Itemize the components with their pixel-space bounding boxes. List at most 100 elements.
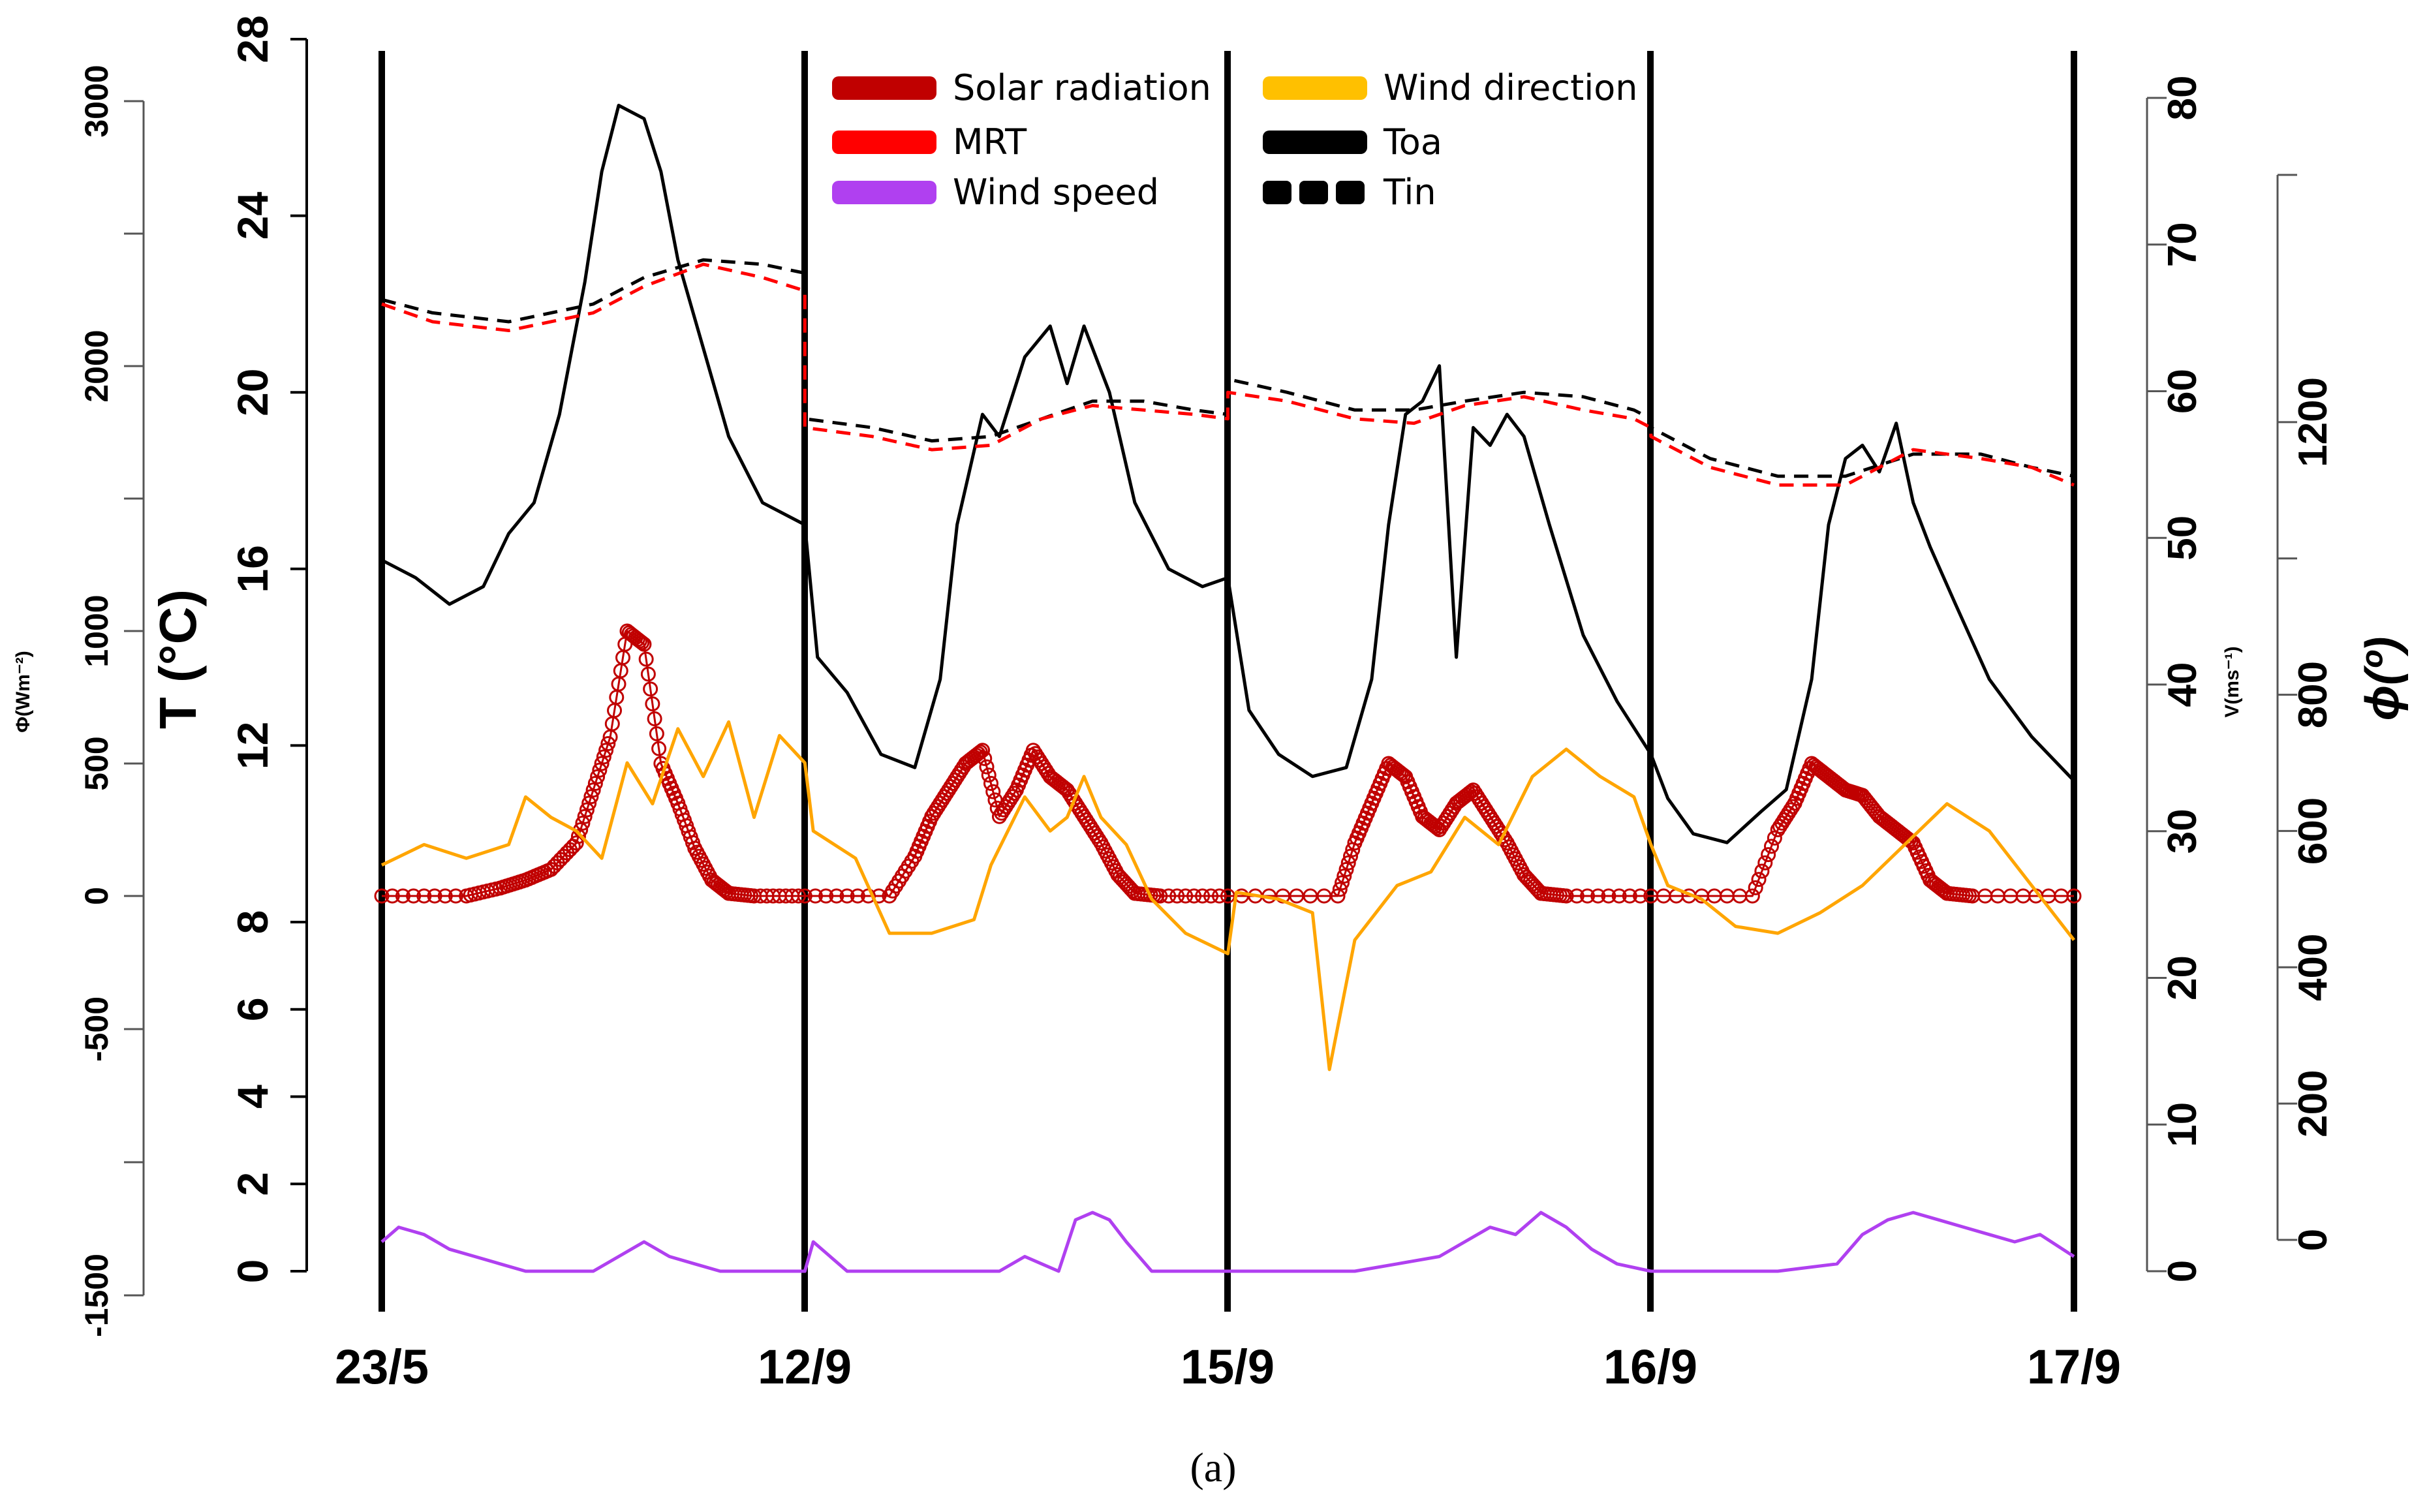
data-point <box>651 741 667 756</box>
temperature-axis-tick-label: 24 <box>228 192 277 240</box>
wind-speed-axis-tick-label: 50 <box>2160 516 2205 561</box>
wind-speed-axis-tick-label: 20 <box>2160 955 2205 1000</box>
data-point <box>583 789 599 805</box>
data-point <box>568 835 584 851</box>
series-line-wind-speed <box>380 1211 2075 1273</box>
data-point <box>1633 888 1648 904</box>
legend-item: Solar radiation <box>832 67 1211 108</box>
data-point <box>1152 888 1168 904</box>
data-point <box>975 743 991 758</box>
legend-swatch <box>1336 181 1365 204</box>
temperature-axis-tick-label: 12 <box>228 722 277 769</box>
data-point <box>594 756 610 771</box>
data-point <box>1764 839 1780 854</box>
data-point <box>1569 888 1585 904</box>
data-point <box>1340 855 1356 871</box>
data-point <box>1761 847 1776 863</box>
data-point <box>427 888 442 904</box>
wind-direction-axis-label: ϕ(º) <box>2357 637 2409 721</box>
temperature-axis-tick-label: 8 <box>228 910 277 934</box>
temperature-axis-tick-label: 4 <box>228 1085 277 1109</box>
data-point <box>384 888 400 904</box>
wind-speed-axis-tick-label: 10 <box>2160 1102 2205 1147</box>
legend-item: MRT <box>832 121 1027 162</box>
data-point <box>640 666 656 682</box>
series-solar-radiation <box>374 623 2082 904</box>
data-point <box>1195 888 1211 904</box>
data-point <box>592 762 608 778</box>
data-point <box>649 726 664 741</box>
data-point <box>1461 786 1477 801</box>
wind-direction-axis-tick-label: 600 <box>2291 797 2336 865</box>
legend-swatch <box>832 76 936 100</box>
data-point <box>585 782 601 798</box>
series-wind-direction <box>380 720 2075 1072</box>
data-point <box>1161 888 1177 904</box>
wind-direction-axis-tick-label: 400 <box>2291 934 2336 1001</box>
series-layer <box>374 104 2082 1273</box>
data-point <box>579 802 595 818</box>
data-point <box>839 888 855 904</box>
data-point <box>643 681 658 697</box>
data-point <box>632 633 647 649</box>
series-line-tin <box>381 258 2075 478</box>
wind-direction-axis-tick-label: 800 <box>2291 661 2336 728</box>
data-point <box>983 775 998 791</box>
data-point <box>636 636 652 652</box>
data-point <box>850 888 865 904</box>
wind-speed-axis-label: V(ms⁻¹) <box>2221 646 2243 717</box>
data-point <box>1748 880 1763 895</box>
data-point <box>1558 888 1574 904</box>
data-point <box>1622 888 1637 904</box>
series-tin <box>381 258 2075 478</box>
flux-axis-tick-label: 0 <box>78 887 115 905</box>
legend-swatch <box>1263 76 1367 100</box>
data-point <box>1744 888 1760 904</box>
data-point <box>1754 863 1770 879</box>
wind-direction-axis-tick-label: 1200 <box>2291 377 2336 467</box>
flux-axis-tick-label: 3000 <box>78 65 115 137</box>
x-axis-label: 23/5 <box>335 1340 429 1394</box>
data-point <box>977 750 993 766</box>
series-line-mrt <box>381 262 2075 487</box>
wind-speed-axis-tick-label: 60 <box>2160 369 2205 414</box>
legend-label: Toa <box>1383 121 1442 162</box>
temperature-axis-tick-label: 28 <box>228 15 277 63</box>
wind-direction-axis-tick-label: 0 <box>2291 1229 2336 1251</box>
data-point <box>1427 818 1443 834</box>
legend-item: Wind direction <box>1263 67 1638 108</box>
data-point <box>1186 888 1202 904</box>
series-line-wind-direction <box>380 720 2075 1072</box>
data-point <box>634 635 650 651</box>
legend-item: Wind speed <box>832 172 1159 213</box>
data-point <box>575 815 591 831</box>
data-point <box>437 888 453 904</box>
series-mrt <box>381 262 2075 487</box>
data-point <box>1785 799 1801 814</box>
data-point <box>647 711 662 726</box>
data-point <box>448 888 463 904</box>
data-point <box>807 888 823 904</box>
data-point <box>1006 786 1022 801</box>
flux-axis-label: Φ(Wm⁻²) <box>12 651 34 732</box>
data-point <box>577 809 593 824</box>
data-point <box>1590 888 1606 904</box>
data-point <box>985 784 1001 799</box>
legend-swatch <box>832 181 936 204</box>
data-point <box>818 888 834 904</box>
data-point <box>1601 888 1616 904</box>
data-point <box>1611 888 1627 904</box>
temperature-axis-tick-label: 0 <box>228 1259 277 1284</box>
x-axis-label: 12/9 <box>758 1340 852 1394</box>
data-point <box>791 888 807 904</box>
series-toa <box>380 104 2075 844</box>
legend-swatch <box>1263 181 1291 204</box>
data-point <box>1757 855 1773 871</box>
data-point <box>416 888 432 904</box>
temperature-axis-tick-label: 2 <box>228 1172 277 1196</box>
wind-speed-axis-tick-label: 0 <box>2160 1260 2205 1282</box>
legend-label: Solar radiation <box>953 67 1211 108</box>
axes-layer: 3000200010005000-500-1500Φ(Wm⁻²)28242016… <box>12 15 2409 1394</box>
figure-caption: (a) <box>1190 1444 1236 1490</box>
data-point <box>596 749 611 765</box>
